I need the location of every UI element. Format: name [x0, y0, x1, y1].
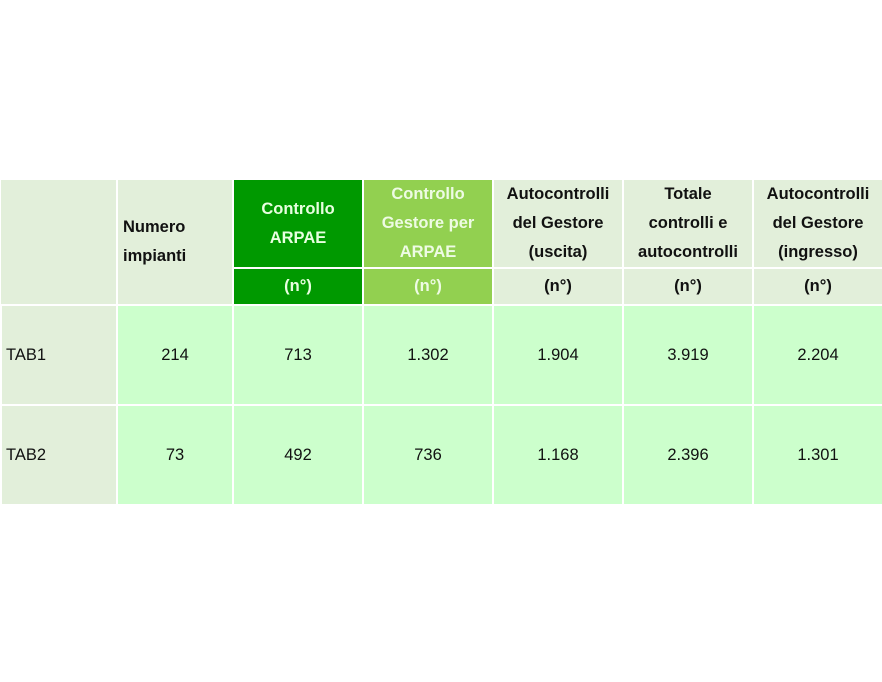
table-row: TAB1 214 713 1.302 1.904 3.919 2.204	[0, 304, 882, 406]
header-line: Controllo	[391, 185, 465, 203]
header-totale: Totale controlli e autocontrolli	[622, 178, 754, 269]
header-line: ARPAE	[269, 228, 327, 247]
cell-controllo-arpae: 713	[232, 304, 364, 406]
unit-autocontrolli-ingresso: (n°)	[752, 267, 882, 306]
header-line: Numero	[123, 218, 186, 236]
cell-autocontrolli-uscita: 1.168	[492, 404, 624, 506]
header-line: impianti	[123, 247, 187, 265]
cell-controllo-gestore-arpae: 736	[362, 404, 494, 506]
header-line: (ingresso)	[778, 243, 858, 261]
header-line: ARPAE	[399, 243, 457, 261]
cell-autocontrolli-uscita: 1.904	[492, 304, 624, 406]
header-line: Autocontrolli	[766, 185, 870, 203]
header-line: controlli e	[648, 214, 728, 232]
cell-totale: 2.396	[622, 404, 754, 506]
unit-controllo-arpae: (n°)	[232, 267, 364, 306]
header-autocontrolli-uscita: Autocontrolli del Gestore (uscita)	[492, 178, 624, 269]
header-row: Numero impianti Controllo ARPAE Controll…	[1, 178, 882, 306]
unit-controllo-gestore-arpae: (n°)	[362, 267, 494, 306]
header-line: (uscita)	[528, 243, 588, 261]
header-stub	[1, 178, 118, 306]
cell-autocontrolli-ingresso: 1.301	[752, 404, 882, 506]
row-label-tab2: TAB2	[0, 404, 118, 506]
header-numero-impianti: Numero impianti	[116, 178, 234, 306]
header-controllo-arpae: Controllo ARPAE	[232, 178, 364, 269]
cell-controllo-arpae: 492	[232, 404, 364, 506]
cell-numero-impianti: 214	[116, 304, 234, 406]
table-row: TAB2 73 492 736 1.168 2.396 1.301	[0, 404, 882, 506]
unit-row: (n°) (n°) (n°) (n°) (n°)	[1, 267, 882, 306]
header-autocontrolli-ingresso: Autocontrolli del Gestore (ingresso)	[752, 178, 882, 269]
header-line: del Gestore	[772, 214, 864, 232]
controls-table: Numero impianti Controllo ARPAE Controll…	[0, 178, 882, 506]
header-line: Gestore per	[381, 214, 475, 232]
header-line: Autocontrolli	[506, 185, 610, 203]
cell-totale: 3.919	[622, 304, 754, 406]
header-line: Totale	[664, 185, 712, 203]
header-line: autocontrolli	[638, 243, 738, 261]
cell-numero-impianti: 73	[116, 404, 234, 506]
cell-autocontrolli-ingresso: 2.204	[752, 304, 882, 406]
row-label-tab1: TAB1	[0, 304, 118, 406]
header-controllo-gestore-arpae: Controllo Gestore per ARPAE	[362, 178, 494, 269]
unit-totale: (n°)	[622, 267, 754, 306]
header-line: Controllo	[261, 199, 335, 218]
header-line: del Gestore	[512, 214, 604, 232]
unit-autocontrolli-uscita: (n°)	[492, 267, 624, 306]
cell-controllo-gestore-arpae: 1.302	[362, 304, 494, 406]
